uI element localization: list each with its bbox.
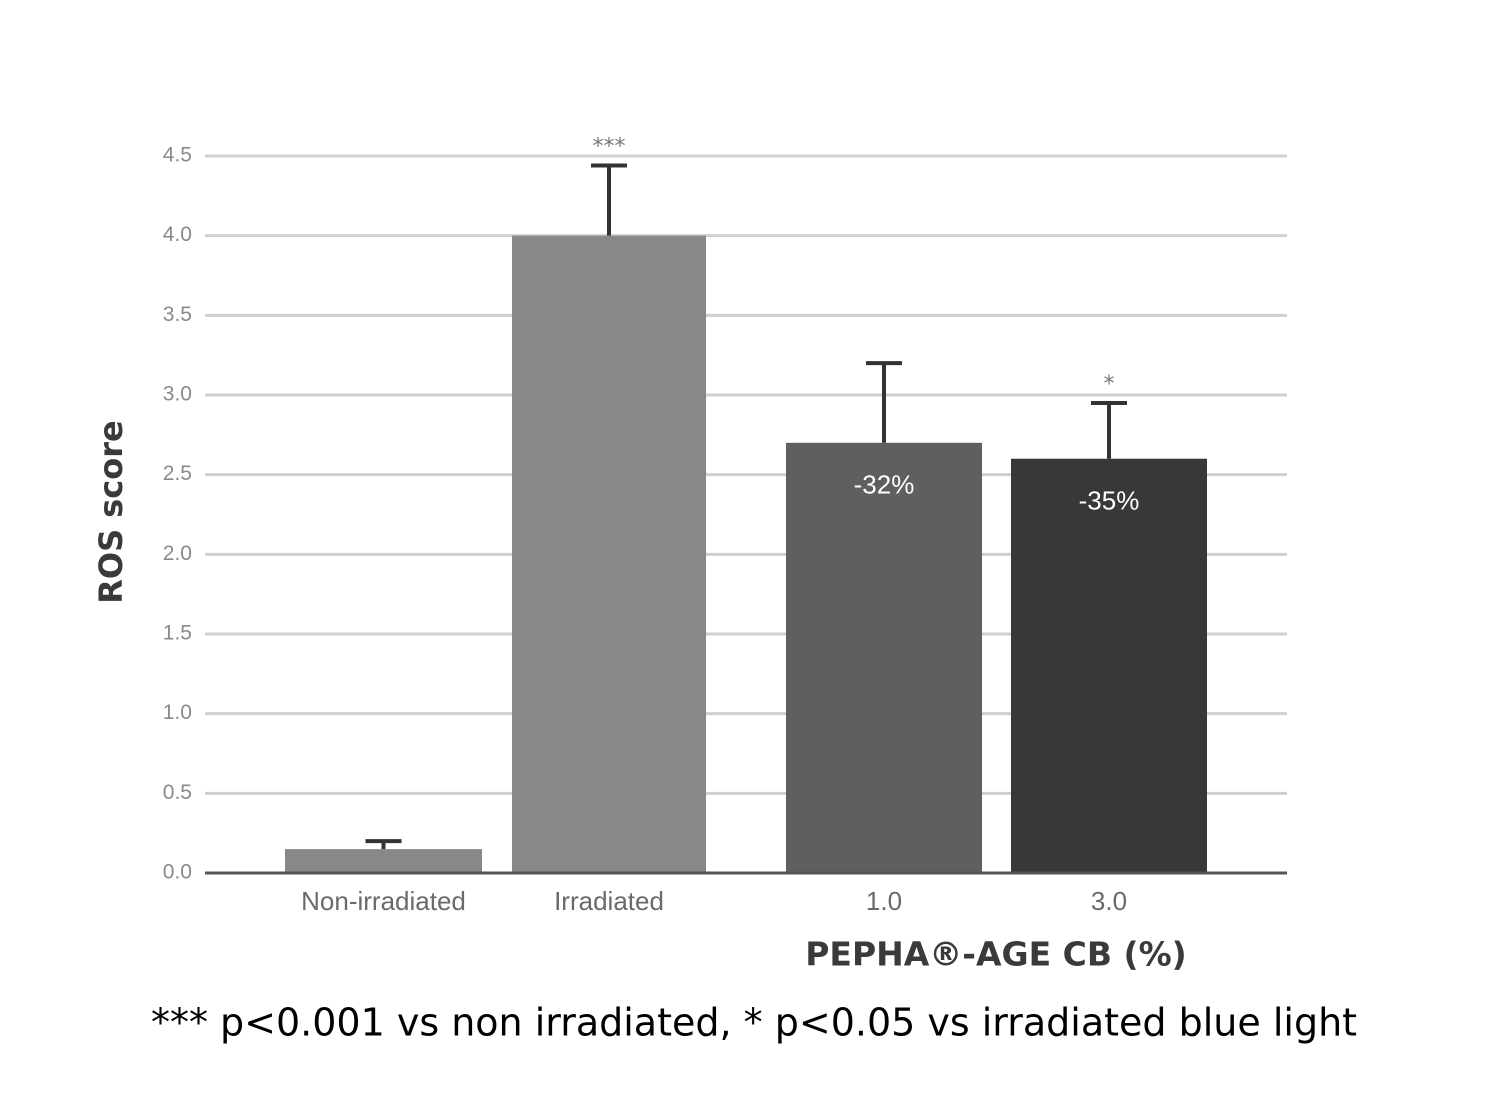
y-tick-label: 4.5 [163, 144, 192, 167]
error-bar [1091, 400, 1127, 459]
change-label: -32% [854, 470, 915, 500]
footnote: *** p<0.001 vs non irradiated, * p<0.05 … [151, 1001, 1357, 1045]
error-bar [591, 163, 627, 236]
x-tick-label: 1.0 [866, 886, 902, 916]
significance-label: *** [593, 135, 626, 160]
y-tick-label: 0.5 [163, 781, 192, 804]
x-tick-label: Non-irradiated [301, 886, 466, 916]
x-axis-title: PEPHA®-AGE CB (%) [805, 935, 1187, 974]
x-tick-label: Irradiated [554, 886, 664, 916]
y-tick-label: 2.0 [163, 542, 192, 565]
y-tick-label: 4.0 [163, 223, 192, 246]
y-tick-label: 0.0 [163, 861, 192, 884]
y-tick-label: 2.5 [163, 462, 192, 485]
change-label: -35% [1079, 486, 1140, 516]
y-tick-label: 3.5 [163, 303, 192, 326]
bar [512, 235, 706, 873]
error-bar [365, 839, 402, 850]
y-tick-label: 3.0 [163, 383, 192, 406]
y-tick-label: 1.0 [163, 701, 192, 724]
error-bar [866, 361, 902, 443]
bar [1011, 458, 1207, 873]
y-tick-label: 1.5 [163, 622, 192, 645]
bar [786, 442, 982, 873]
bar [285, 849, 482, 873]
significance-label: * [1104, 372, 1115, 397]
x-tick-label: 3.0 [1091, 886, 1127, 916]
y-axis-title: ROS score [92, 420, 130, 604]
